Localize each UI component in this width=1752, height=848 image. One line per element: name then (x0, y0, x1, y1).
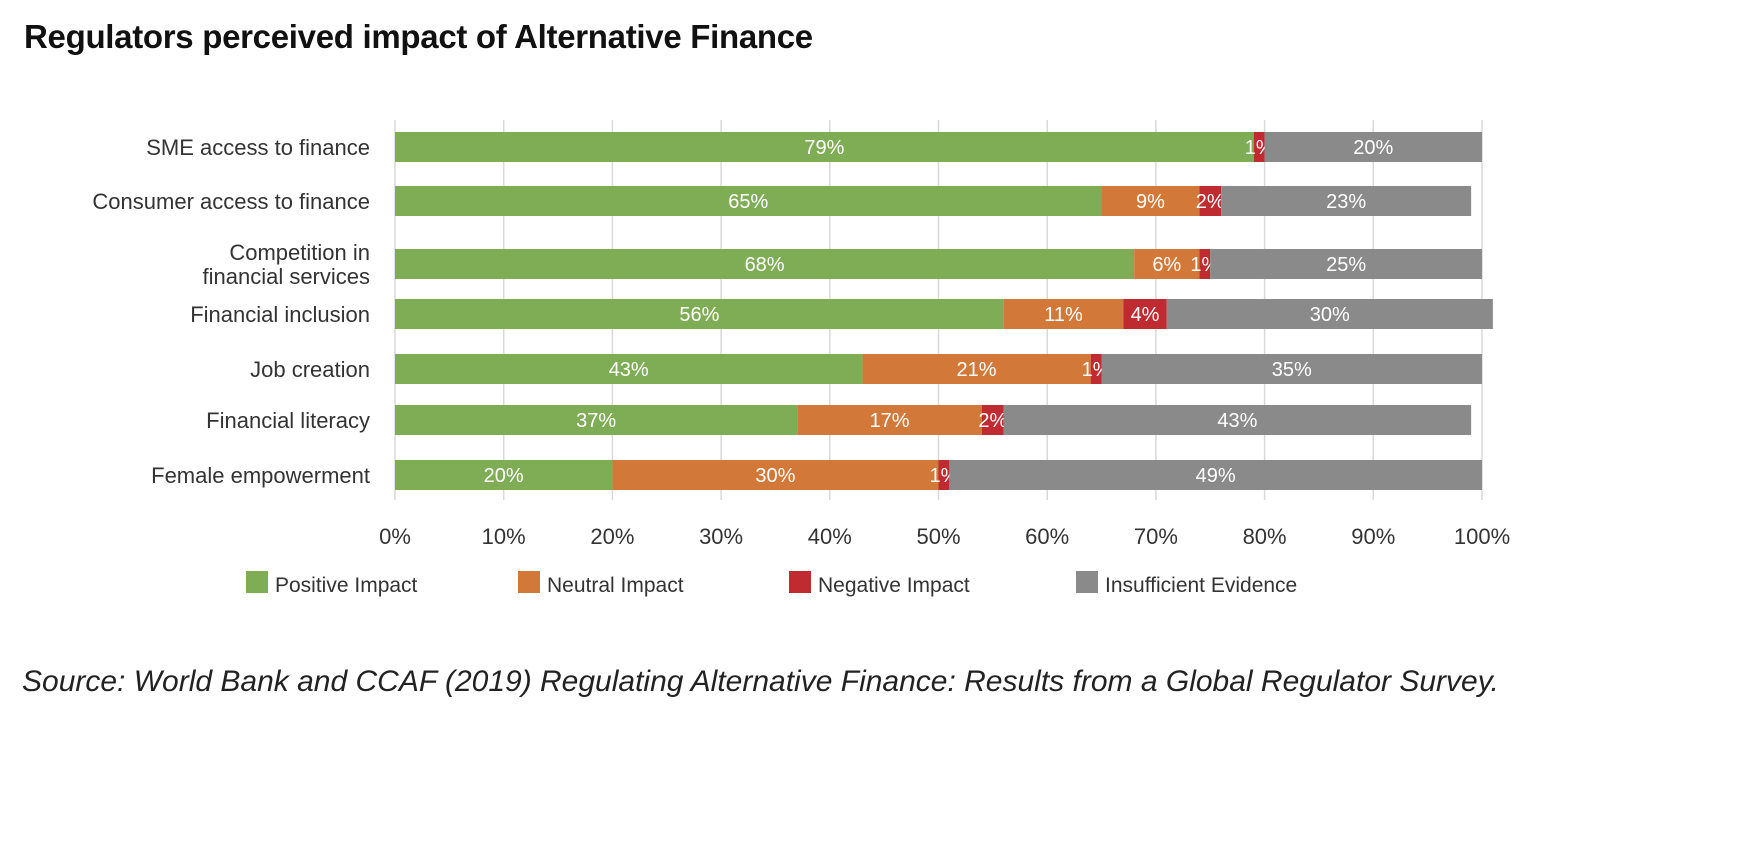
data-label: 6% (1152, 254, 1181, 276)
x-tick-label: 70% (1134, 524, 1178, 549)
bar-segment (612, 460, 939, 490)
bar-segment (1090, 354, 1102, 384)
bar-segment (1101, 354, 1482, 384)
data-label: 68% (745, 254, 785, 276)
category-label: SME access to finance (146, 135, 370, 160)
bar-segment (938, 460, 950, 490)
data-label: 30% (755, 465, 795, 487)
legend-label: Negative Impact (818, 574, 970, 597)
x-tick-label: 0% (379, 524, 411, 549)
bar-segment (1210, 249, 1482, 279)
data-label: 25% (1326, 254, 1366, 276)
bar-segment (1253, 132, 1265, 162)
x-tick-label: 40% (808, 524, 852, 549)
bar-segment (1101, 186, 1200, 216)
data-label: 35% (1272, 359, 1312, 381)
category-label: Competition in financial services (202, 240, 370, 289)
x-tick-label: 60% (1025, 524, 1069, 549)
data-label: 56% (679, 304, 719, 326)
bar-segment (862, 354, 1091, 384)
bar-segment (395, 249, 1135, 279)
bar-segment (1123, 299, 1167, 329)
bar-segment (1264, 132, 1482, 162)
data-label: 11% (1044, 304, 1083, 326)
bar-segment (395, 132, 1254, 162)
data-label: 21% (957, 359, 997, 381)
category-label: Female empowerment (151, 463, 370, 488)
data-label: 23% (1326, 191, 1366, 213)
x-tick-label: 50% (916, 524, 960, 549)
bar-segment (1166, 299, 1493, 329)
legend-label: Insufficient Evidence (1105, 574, 1297, 597)
legend-swatch (518, 571, 540, 593)
bar-segment (395, 299, 1004, 329)
category-label: Financial inclusion (190, 302, 370, 327)
bar-segment (395, 186, 1102, 216)
bar-segment (981, 405, 1004, 435)
bar-segment (1134, 249, 1200, 279)
data-label: 43% (1217, 410, 1257, 432)
data-label: 20% (484, 465, 524, 487)
data-label: 30% (1310, 304, 1350, 326)
bar-segment (1199, 186, 1222, 216)
legend-swatch (789, 571, 811, 593)
bar-segment (1199, 249, 1211, 279)
data-label: 9% (1136, 191, 1165, 213)
bar-segment (949, 460, 1482, 490)
bar-segment (395, 460, 613, 490)
category-label: Job creation (250, 357, 370, 382)
bar-segment (1221, 186, 1472, 216)
x-tick-label: 80% (1243, 524, 1287, 549)
category-label: Financial literacy (206, 408, 370, 433)
data-label: 79% (804, 137, 844, 159)
data-label: 65% (728, 191, 768, 213)
source-note: Source: World Bank and CCAF (2019) Regul… (22, 665, 1499, 698)
x-tick-label: 90% (1351, 524, 1395, 549)
bar-segment (797, 405, 982, 435)
legend-label: Positive Impact (275, 574, 418, 597)
data-label: 2% (1196, 191, 1225, 213)
data-label: 17% (870, 410, 910, 432)
data-label: 4% (1131, 304, 1160, 326)
bar-segment (395, 354, 863, 384)
data-label: 43% (609, 359, 649, 381)
x-tick-label: 30% (699, 524, 743, 549)
legend-swatch (246, 571, 268, 593)
bar-segment (395, 405, 798, 435)
data-label: 2% (978, 410, 1007, 432)
page-title: Regulators perceived impact of Alternati… (24, 18, 813, 55)
data-label: 49% (1196, 465, 1236, 487)
legend-label: Neutral Impact (547, 574, 684, 597)
x-tick-label: 100% (1454, 524, 1510, 549)
data-label: 37% (576, 410, 616, 432)
x-tick-label: 20% (590, 524, 634, 549)
category-label: Consumer access to finance (92, 189, 370, 214)
legend-swatch (1076, 571, 1098, 593)
data-label: 20% (1353, 137, 1393, 159)
bar-segment (1003, 405, 1472, 435)
bar-segment (1003, 299, 1124, 329)
x-tick-label: 10% (482, 524, 526, 549)
